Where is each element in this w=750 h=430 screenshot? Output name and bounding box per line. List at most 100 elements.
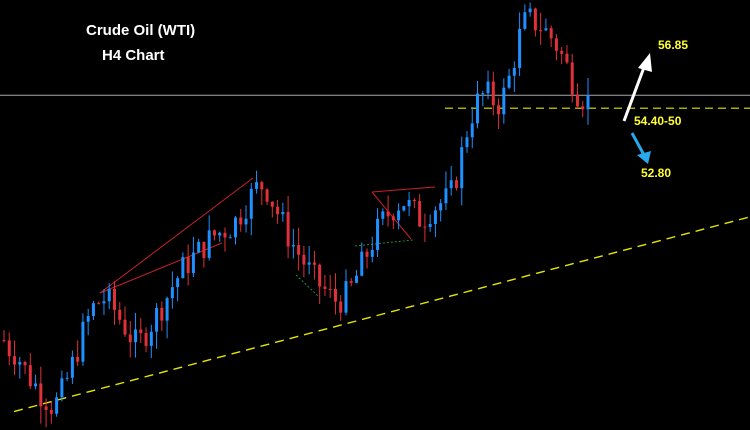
candle-body — [454, 180, 458, 189]
candle-body — [18, 362, 22, 365]
candle-body — [575, 94, 579, 107]
candle-body — [165, 298, 169, 321]
candle-body — [528, 8, 532, 13]
candle-body — [533, 8, 537, 31]
candle-body — [370, 249, 374, 257]
candle-body — [376, 218, 380, 250]
candle-body — [360, 251, 364, 276]
candle-body — [44, 406, 48, 411]
candle-body — [397, 210, 401, 221]
candle-body — [76, 356, 80, 362]
candle-body — [407, 199, 411, 207]
candle-body — [381, 211, 385, 219]
candle-body — [386, 211, 390, 217]
candle-body — [112, 288, 116, 310]
candle-body — [444, 188, 448, 204]
candle-body — [97, 303, 101, 305]
candle-body — [70, 356, 74, 378]
candle-body — [23, 362, 27, 366]
candle-body — [265, 189, 269, 202]
candle-body — [465, 137, 469, 148]
candle-body — [276, 206, 280, 215]
candle-body — [60, 378, 64, 398]
candle-body — [39, 383, 43, 407]
candle-body — [428, 224, 432, 227]
candle-body — [7, 340, 11, 357]
candle-body — [197, 241, 201, 253]
candle-body — [155, 307, 159, 332]
down-arrow — [630, 132, 646, 156]
candle-body — [302, 254, 306, 265]
candle-body — [439, 203, 443, 211]
candle-body — [554, 38, 558, 51]
candle-body — [339, 301, 343, 313]
candle-body — [586, 95, 590, 110]
candle-body — [223, 232, 227, 238]
candle-body — [160, 307, 164, 321]
candle-body — [107, 288, 111, 302]
candle-body — [176, 278, 180, 288]
candle-body — [486, 81, 490, 94]
chart-subtitle: H4 Chart — [102, 47, 165, 64]
down-arrow-head — [637, 151, 651, 164]
candle-body — [255, 182, 259, 189]
candle-body — [570, 62, 574, 95]
projection-arrows — [622, 53, 652, 164]
candle-body — [344, 281, 348, 313]
candle-body — [581, 106, 585, 110]
candle-body — [412, 199, 416, 202]
candle-body — [312, 262, 316, 265]
candle-body — [249, 188, 253, 219]
candle-body — [323, 286, 327, 289]
pattern-line — [295, 274, 319, 297]
candle-body — [502, 87, 506, 115]
candles — [2, 2, 590, 428]
candle-body — [118, 309, 122, 320]
up-arrow — [622, 61, 648, 122]
candle-body — [186, 257, 190, 274]
candle-body — [65, 377, 69, 379]
candle-body — [391, 216, 395, 221]
pattern-line — [371, 186, 436, 193]
candle-body — [328, 288, 332, 290]
pivot-level-label: 54.40-50 — [634, 114, 682, 128]
candle-body — [460, 147, 464, 189]
candle-body — [318, 264, 322, 287]
candle-body — [470, 123, 474, 138]
candle-body — [481, 93, 485, 95]
candle-body — [13, 356, 17, 365]
candle-body — [449, 180, 453, 189]
candle-body — [491, 81, 495, 106]
candle-body — [418, 201, 422, 227]
candle-body — [134, 329, 138, 343]
candle-body — [207, 230, 211, 258]
candle-body — [523, 12, 527, 29]
pattern-line — [99, 177, 254, 294]
candle-body — [102, 301, 106, 304]
candle-body — [244, 218, 248, 225]
candle-body — [260, 182, 264, 190]
pattern-lines — [99, 177, 436, 297]
candle-body — [565, 53, 569, 63]
candle-body — [333, 288, 337, 302]
candle-body — [544, 28, 548, 31]
chart-title: Crude Oil (WTI) — [86, 22, 196, 39]
candle-body — [144, 333, 148, 346]
candle-body — [170, 287, 174, 299]
candle-body — [297, 245, 301, 255]
candle-body — [281, 212, 285, 215]
candle-body — [433, 210, 437, 225]
candle-body — [28, 365, 32, 387]
candle-body — [307, 262, 311, 265]
candle-body — [86, 316, 90, 322]
candle-body — [291, 245, 295, 247]
target-down-label: 52.80 — [641, 166, 672, 180]
candle-body — [228, 237, 232, 239]
candle-body — [128, 334, 132, 343]
candle-body — [34, 383, 38, 387]
candle-body — [539, 30, 543, 32]
candle-body — [560, 50, 564, 54]
candle-body — [507, 75, 511, 88]
candle-body — [365, 251, 369, 257]
